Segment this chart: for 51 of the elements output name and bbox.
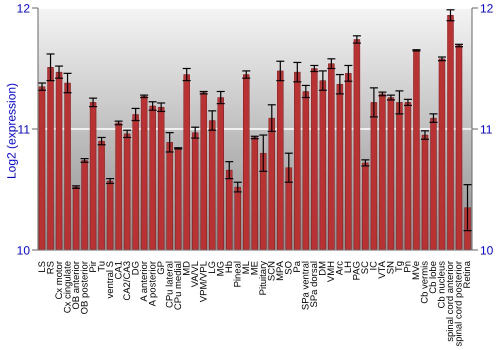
x-tick-label: MD <box>181 260 192 276</box>
x-tick-label: CA2/CA3 <box>122 261 133 301</box>
x-tick-label: ventral S <box>104 261 116 298</box>
x-tick-label: Tg <box>394 261 406 272</box>
x-tick-label: SPa dorsal <box>309 261 320 308</box>
x-tick-label: MVe <box>411 261 422 280</box>
x-tick-label: DM <box>318 260 329 276</box>
x-tick-label: CA1 <box>113 261 124 280</box>
x-tick-label: Pn <box>402 261 414 273</box>
x-tick-label: SO <box>284 261 295 275</box>
x-tick-label: Arc <box>334 260 346 276</box>
x-tick-label: A anterior <box>138 261 150 302</box>
y-tick-label: 12 <box>16 1 30 16</box>
x-tick-label: Pa <box>292 260 304 273</box>
x-tick-label: SN <box>386 260 397 274</box>
x-tick-label: DG <box>130 261 142 276</box>
x-tick-label: spinal cord anterior <box>445 261 456 342</box>
x-tick-label: OB posterior <box>79 261 90 314</box>
x-tick-label: GP <box>156 261 167 275</box>
x-tick-label: Cx motor <box>54 261 65 300</box>
y-tick-label: 10 <box>16 243 30 258</box>
x-tick-label: Pituitary <box>258 260 270 296</box>
x-tick-label: OB anterior <box>70 261 82 310</box>
x-tick-label: Hb <box>224 261 235 274</box>
x-tick-label: ME <box>250 261 260 276</box>
x-tick-label: VMH <box>326 260 338 282</box>
x-tick-label: CPu medial <box>172 261 184 310</box>
x-tick-label: VPM/VPL <box>198 261 210 302</box>
x-tick-label: Pineal <box>232 261 244 288</box>
x-tick-label: spinal cord posterior <box>454 261 465 347</box>
y2-tick-label: 10 <box>480 243 494 258</box>
x-tick-label: LG <box>206 261 218 274</box>
x-tick-label: VA/VL <box>190 261 201 288</box>
x-tick-label: Pir <box>88 261 99 273</box>
x-tick-label: IC <box>368 260 380 270</box>
y-axis-title: Log2 (expression) <box>4 82 18 179</box>
x-tick-label: RS <box>45 261 56 274</box>
x-tick-label: CPu lateral <box>164 261 176 308</box>
y2-tick-label: 11 <box>480 122 493 136</box>
x-tick-label: MG <box>215 261 226 276</box>
y2-tick-label: 12 <box>480 1 494 16</box>
y-tick-label: 11 <box>18 122 30 136</box>
x-tick-label: Cb nucleus <box>436 260 448 309</box>
x-tick-label: SCN <box>266 260 278 282</box>
x-tick-label: A posterior <box>147 261 158 306</box>
x-tick-label: LS <box>36 261 48 273</box>
x-tick-label: Retina <box>462 260 474 288</box>
x-tick-label: ML <box>240 261 252 274</box>
x-tick-label: Tu <box>96 261 108 272</box>
x-tick-label: Cb lobe <box>428 261 440 294</box>
x-tick-label: Cx cingulate <box>62 261 74 314</box>
